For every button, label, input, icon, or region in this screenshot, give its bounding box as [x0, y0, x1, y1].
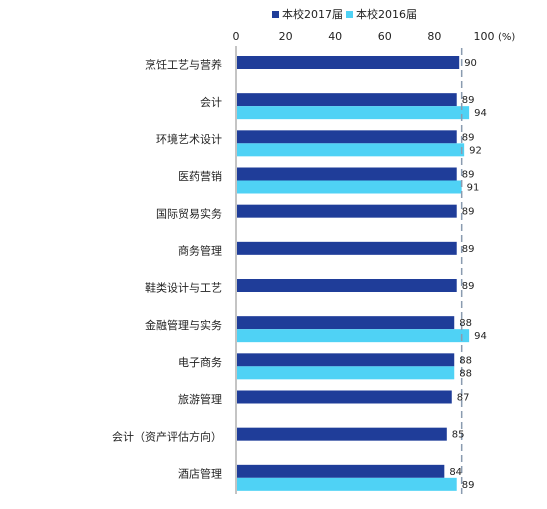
bar-s1-2	[237, 143, 465, 157]
data-label-s0-7: 88	[459, 318, 472, 329]
data-label-s0-6: 89	[462, 281, 475, 292]
category-label-7: 金融管理与实务	[145, 318, 222, 332]
bar-s1-11	[237, 477, 457, 491]
data-label-s1-2: 92	[469, 145, 482, 156]
x-tick-label-0: 0	[233, 30, 240, 43]
category-label-0: 烹饪工艺与营养	[145, 58, 222, 72]
data-label-s0-10: 85	[452, 430, 465, 441]
legend-label-1: 本校2016届	[356, 7, 417, 21]
data-label-s1-1: 94	[474, 108, 487, 119]
category-label-8: 电子商务	[178, 355, 222, 369]
category-label-2: 环境艺术设计	[156, 132, 222, 146]
bar-s1-1	[237, 106, 470, 120]
data-label-s0-9: 87	[457, 393, 470, 404]
data-label-s1-8: 88	[459, 368, 472, 379]
bar-s0-6	[237, 279, 457, 292]
legend-label-0: 本校2017届	[282, 7, 343, 21]
bar-s0-5	[237, 241, 457, 255]
bar-s0-2	[237, 130, 457, 144]
category-label-1: 会计	[200, 96, 222, 109]
bar-s0-0	[237, 56, 460, 69]
category-label-5: 商务管理	[178, 243, 222, 257]
bar-s0-10	[237, 427, 447, 441]
bar-s0-4	[237, 204, 457, 218]
category-label-11: 酒店管理	[178, 466, 222, 480]
data-label-s1-3: 91	[467, 183, 480, 194]
category-label-10: 会计（资产评估方向）	[112, 429, 222, 443]
category-label-6: 鞋类设计与工艺	[145, 281, 222, 295]
x-tick-label-4: 80	[427, 30, 441, 43]
category-label-4: 国际贸易实务	[156, 206, 222, 220]
data-label-s0-0: 90	[464, 58, 477, 69]
data-label-s0-4: 89	[462, 207, 475, 218]
bar-s0-3	[237, 167, 457, 181]
y-axis: 烹饪工艺与营养会计环境艺术设计医药营销国际贸易实务商务管理鞋类设计与工艺金融管理…	[112, 46, 237, 494]
x-tick-label-3: 60	[378, 30, 392, 43]
legend-swatch-0	[272, 11, 279, 18]
bars	[237, 56, 470, 491]
x-tick-label-5: 100	[474, 30, 495, 43]
data-label-s0-8: 88	[459, 355, 472, 366]
x-tick-label-1: 20	[279, 30, 293, 43]
bar-s0-8	[237, 353, 455, 367]
data-label-s0-2: 89	[462, 132, 475, 143]
bar-s0-7	[237, 316, 455, 330]
bar-s0-11	[237, 464, 445, 478]
data-label-s0-5: 89	[462, 244, 475, 255]
data-label-s1-11: 89	[462, 480, 475, 491]
bar-s1-3	[237, 180, 462, 194]
bar-s0-9	[237, 390, 452, 404]
x-axis: 0 20 40 60 80 100 (%)	[233, 30, 516, 43]
category-label-3: 医药营销	[178, 169, 222, 183]
x-tick-label-2: 40	[328, 30, 342, 43]
legend-swatch-1	[346, 11, 353, 18]
category-label-9: 旅游管理	[178, 392, 222, 406]
legend: 本校2017届 本校2016届	[272, 7, 417, 21]
data-label-s0-3: 89	[462, 170, 475, 181]
data-label-s0-1: 89	[462, 95, 475, 106]
bar-s0-1	[237, 93, 457, 107]
x-unit-label: (%)	[498, 32, 515, 43]
data-label-s0-11: 84	[449, 467, 462, 478]
bar-s1-7	[237, 329, 470, 343]
data-label-s1-7: 94	[474, 331, 487, 342]
bar-s1-8	[237, 366, 455, 380]
